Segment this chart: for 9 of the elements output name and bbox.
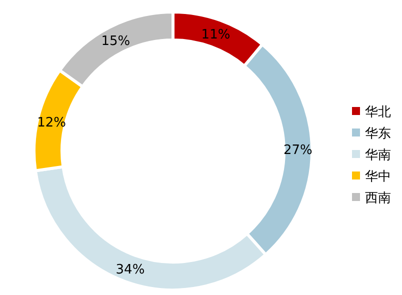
data-label: 27%: [284, 143, 312, 158]
legend-label: 华中: [365, 170, 391, 184]
legend-label: 华南: [365, 148, 391, 163]
data-label: 11%: [201, 28, 230, 43]
data-label: 15%: [101, 34, 130, 49]
legend-label: 华东: [365, 126, 391, 142]
legend-label: 西南: [365, 191, 391, 206]
data-label: 34%: [116, 262, 145, 278]
legend-label: 华北: [365, 105, 391, 120]
